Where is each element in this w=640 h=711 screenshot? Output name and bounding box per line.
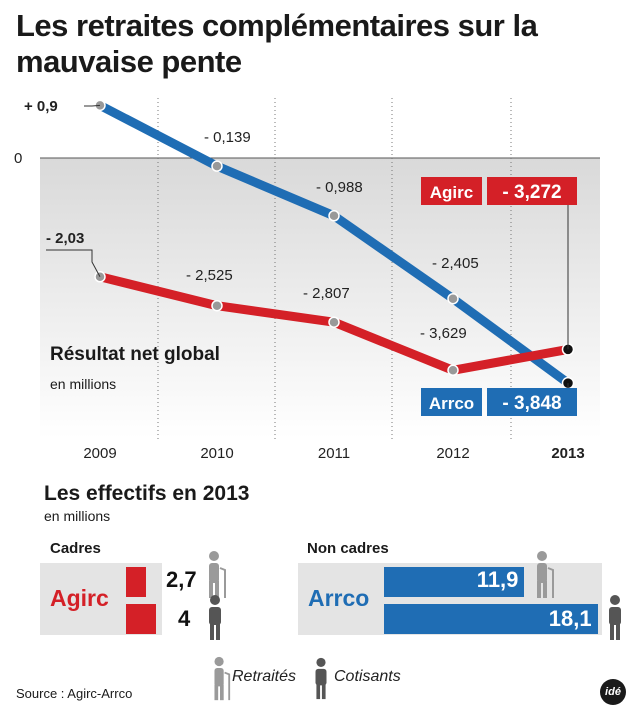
- person-with-cane-icon: [214, 656, 231, 701]
- data-label-agirc: - 2,525: [186, 267, 233, 284]
- legend-cotisants: Cotisants: [334, 668, 401, 685]
- agirc-retraites-bar: [126, 567, 147, 597]
- data-point-agirc: [328, 316, 340, 328]
- agirc-cotisants-value: 4: [178, 606, 191, 631]
- x-tick-label: 2010: [200, 445, 233, 462]
- chart-caption-unit: en millions: [50, 376, 117, 392]
- person-with-cane-icon: [209, 551, 226, 598]
- data-point-arrco: [447, 292, 459, 305]
- data-point-agirc: [211, 299, 223, 312]
- data-point-arrco: [328, 210, 340, 222]
- source-note: Source : Agirc-Arrco: [16, 686, 133, 701]
- agirc-panel-label: Agirc: [50, 585, 109, 611]
- data-label-agirc: - 3,629: [420, 325, 467, 342]
- publisher-logo: idé: [600, 679, 626, 705]
- person-icon: [315, 657, 327, 700]
- legend-tag-agirc: Agirc: [430, 183, 473, 202]
- y-tick-zero: 0: [14, 150, 22, 167]
- leader-line: [84, 104, 101, 107]
- legend-value-agirc-box: [487, 177, 577, 205]
- data-label-arrco: - 2,405: [432, 255, 479, 272]
- x-tick-label: 2012: [436, 445, 469, 462]
- legend-value-arrco: - 3,848: [502, 393, 561, 414]
- data-label-arrco: - 0,139: [204, 129, 251, 146]
- data-point-agirc: [447, 364, 459, 377]
- x-tick-label: 2013: [551, 445, 584, 462]
- effectifs-unit: en millions: [44, 508, 111, 524]
- legend-value-arrco-box: [487, 388, 577, 416]
- arrco-panel-label: Arrco: [308, 585, 370, 611]
- arrco-cotisants-value: 18,1: [548, 606, 592, 631]
- line-chart: 0 + 0,9 - 0,139 - 0,988 - 2,405 - 2,03 - 2,52…: [14, 98, 600, 462]
- legend-tag-agirc-box: [421, 177, 482, 205]
- data-label-agirc: - 2,03: [46, 230, 84, 247]
- chart-caption-title: Résultat net global: [50, 344, 220, 365]
- agirc-retraites-value: 2,7: [166, 567, 197, 592]
- non-cadres-label: Non cadres: [307, 540, 389, 557]
- agirc-panel: [40, 563, 122, 635]
- data-label-arrco: + 0,9: [24, 98, 58, 115]
- legend-tag-arrco-box: [421, 388, 482, 416]
- person-icon: [609, 595, 621, 640]
- arrco-retraites-bar: [384, 567, 525, 597]
- data-label-arrco: - 0,988: [316, 179, 363, 196]
- page-title: Les retraites complémentaires sur la mau…: [16, 8, 538, 79]
- x-tick-label: 2009: [83, 445, 116, 462]
- legend-value-agirc: - 3,272: [502, 182, 561, 203]
- person-with-cane-icon: [537, 551, 554, 598]
- effectifs-title: Les effectifs en 2013: [44, 482, 250, 505]
- cadres-label: Cadres: [50, 540, 101, 557]
- arrco-retraites-value: 11,9: [476, 567, 519, 592]
- arrco-panel: [298, 563, 380, 635]
- legend-tag-arrco: Arrco: [429, 394, 474, 413]
- legend-retraites: Retraités: [232, 668, 297, 685]
- data-point-arrco: [211, 160, 223, 172]
- agirc-cotisants-bar: [126, 604, 156, 634]
- x-tick-label: 2011: [318, 445, 350, 462]
- arrco-cotisants-bar: [384, 604, 598, 634]
- data-label-agirc: - 2,807: [303, 285, 350, 302]
- person-icon: [209, 595, 221, 640]
- leader-line: [46, 249, 101, 277]
